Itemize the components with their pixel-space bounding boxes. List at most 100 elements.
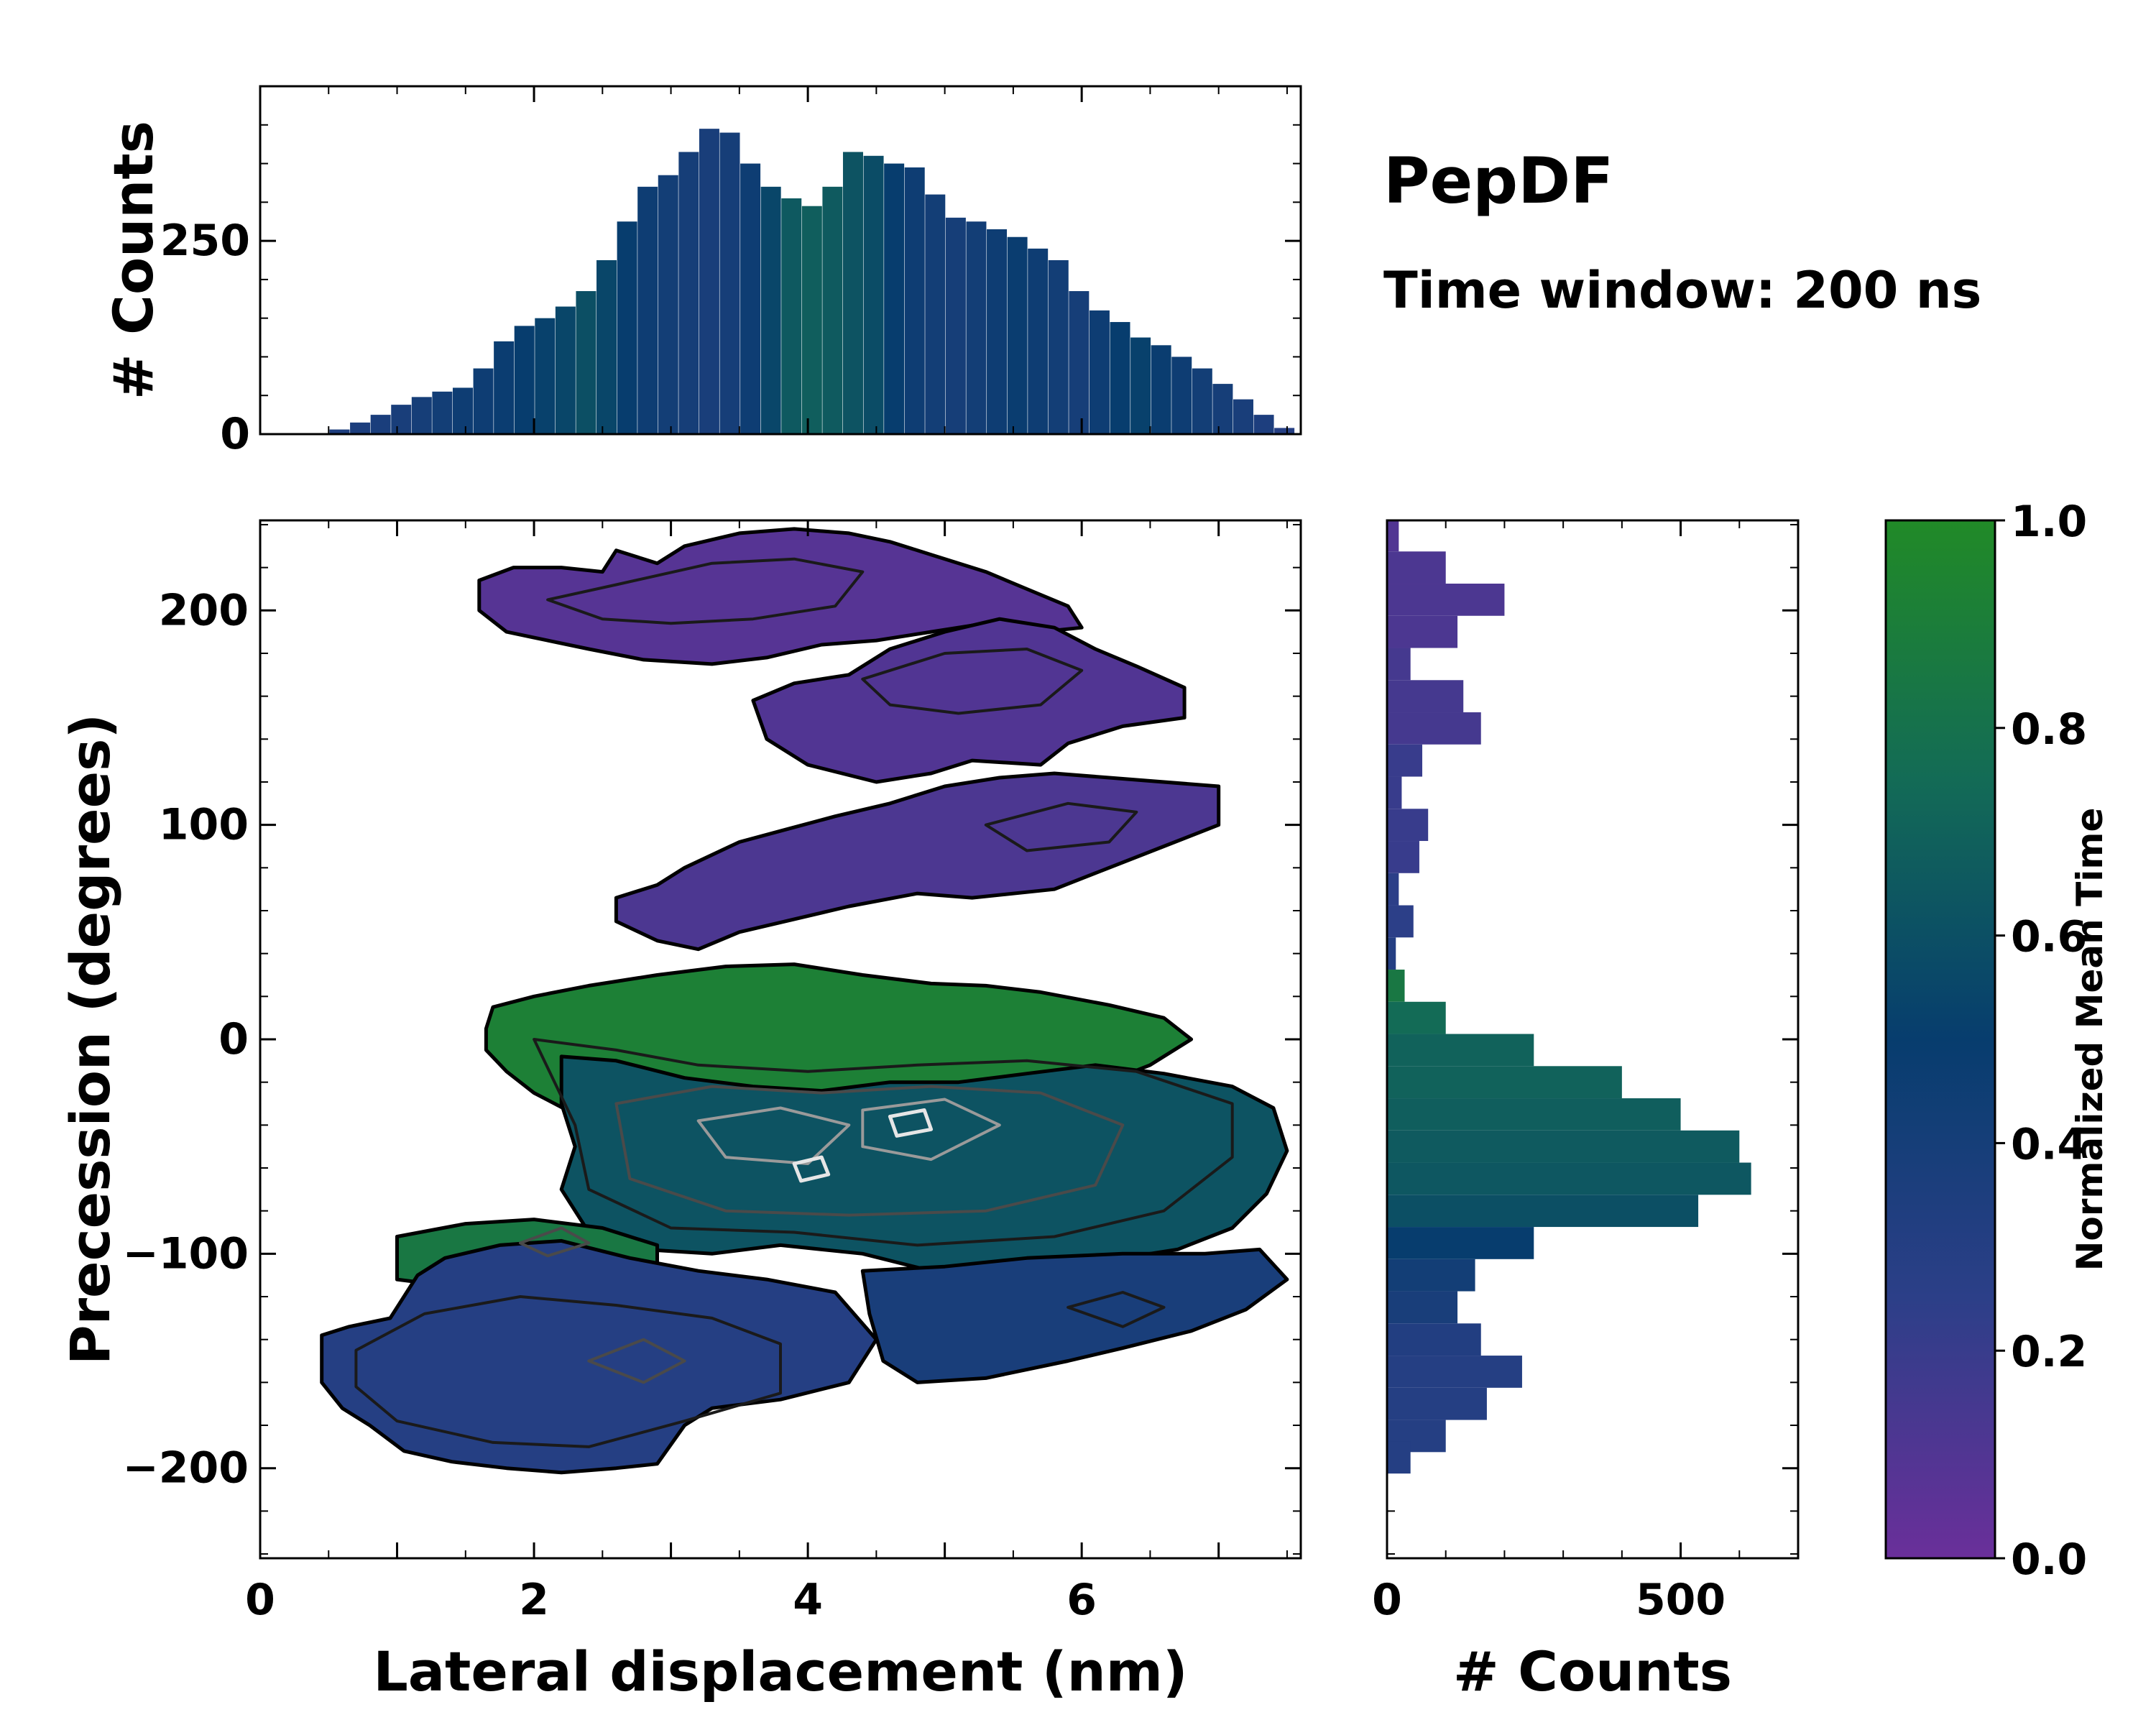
right-histogram: 0 500 # Counts (1372, 519, 1800, 1703)
right-hist-bar (1387, 1001, 1446, 1034)
right-hist-bar (1387, 1162, 1751, 1195)
main-ytick-label: 100 (159, 800, 249, 850)
top-hist-bar (884, 163, 905, 435)
top-hist-bar (740, 163, 761, 435)
top-hist-bar (987, 229, 1008, 434)
right-hist-bar (1387, 551, 1446, 584)
top-hist-bar (1274, 428, 1295, 434)
main-xtick-label: 6 (1067, 1575, 1097, 1625)
right-hist-bar (1387, 809, 1429, 842)
heatmap-regions (320, 527, 1289, 1475)
heatmap-contour-low (1067, 1291, 1166, 1328)
main-ytick-label: 200 (159, 585, 249, 635)
colorbar: 0.0 0.2 0.4 0.6 0.8 1.0 Normalized Mean Time (1884, 497, 2111, 1585)
top-hist-bar (842, 152, 863, 434)
top-hist-bar (1028, 248, 1049, 434)
right-histogram-ticks: 0 500 (1372, 520, 1799, 1625)
figure-subtitle: Time window: 200 ns (1383, 261, 1981, 320)
top-ytick-label: 0 (220, 409, 250, 459)
top-hist-bar (576, 291, 596, 434)
heatmap-contours (354, 557, 1234, 1448)
top-hist-bar (473, 368, 494, 434)
top-hist-bar (1130, 337, 1151, 434)
right-hist-bar (1387, 1130, 1740, 1163)
main-heatmap: 0 2 4 6 −200 −100 0 100 200 Lateral displacement… (58, 519, 1798, 1703)
right-hist-bar (1387, 1066, 1622, 1099)
top-hist-bar (801, 206, 822, 434)
colorbar-tick-label: 0.8 (2011, 704, 2087, 755)
colorbar-tick-label: 0.2 (2011, 1327, 2087, 1377)
top-hist-bar (925, 194, 946, 434)
colorbar-ticks: 0.0 0.2 0.4 0.6 0.8 1.0 (1995, 497, 2087, 1585)
top-hist-bar (822, 186, 843, 434)
top-hist-bar (370, 415, 391, 434)
top-hist-bar (1089, 310, 1110, 434)
right-hist-bar (1387, 1098, 1681, 1131)
top-hist-bar (1110, 322, 1130, 434)
top-hist-bar (1171, 356, 1192, 434)
heatmap-contour-low (354, 1295, 782, 1448)
heatmap-contour-high (696, 1106, 851, 1165)
colorbar-tick-label: 0.0 (2011, 1535, 2087, 1585)
top-hist-bar (1151, 345, 1171, 434)
top-hist-bar (658, 175, 678, 434)
heatmap-contour-mid (587, 1338, 686, 1384)
main-ytick-label: −200 (122, 1443, 249, 1494)
main-ytick-label: −100 (122, 1228, 249, 1279)
heatmap-region-mid-band (614, 771, 1221, 952)
heatmap-contour-mid (519, 1226, 591, 1258)
colorbar-tick-label: 0.4 (2011, 1119, 2087, 1169)
right-hist-bar (1387, 970, 1405, 1002)
top-hist-bar (1233, 399, 1253, 434)
top-hist-bar (719, 132, 740, 435)
figure-title: PepDF (1383, 144, 1613, 218)
right-hist-bar (1387, 519, 1399, 552)
top-hist-bar (1192, 368, 1212, 434)
heatmap-contour-high (861, 1098, 1001, 1162)
top-hist-bar (391, 405, 412, 434)
colorbar-label: Normalized Mean Time (2069, 808, 2111, 1271)
top-hist-bar (555, 306, 576, 434)
heatmap-region-central-teal (559, 1054, 1289, 1273)
right-hist-bar (1387, 1356, 1522, 1388)
top-histogram: 0 250 # Counts (101, 85, 1302, 459)
colorbar-tick-label: 1.0 (2011, 497, 2087, 547)
right-hist-bar (1387, 584, 1505, 616)
main-ytick-label: 0 (218, 1014, 249, 1064)
right-hist-bar (1387, 1195, 1699, 1228)
main-heatmap-xlabel: Lateral displacement (nm) (373, 1639, 1187, 1703)
top-histogram-frame (259, 85, 1302, 436)
colorbar-tick-label: 0.6 (2011, 912, 2087, 962)
right-hist-bar (1387, 1259, 1475, 1292)
right-hist-bar (1387, 776, 1402, 809)
right-hist-bar (1387, 712, 1481, 745)
top-hist-bar (432, 391, 453, 434)
top-hist-bar (1069, 291, 1089, 434)
top-hist-bar (699, 129, 719, 434)
right-xtick-label: 500 (1636, 1575, 1726, 1625)
right-histogram-bars (1387, 519, 1751, 1474)
top-histogram-ylabel: # Counts (101, 121, 165, 400)
heatmap-region-lower-right-lobe (860, 1247, 1289, 1384)
right-histogram-xlabel: # Counts (1453, 1639, 1732, 1703)
right-hist-bar (1387, 680, 1464, 713)
top-hist-bar (329, 429, 350, 434)
top-hist-bar (945, 217, 966, 434)
top-hist-bar (678, 152, 699, 434)
heatmap-contour-peak (888, 1108, 934, 1138)
right-hist-bar (1387, 873, 1399, 906)
heatmap-region-upper-right-lobe (751, 617, 1187, 784)
main-xtick-label: 0 (245, 1575, 275, 1625)
right-hist-bar (1387, 1227, 1534, 1259)
right-hist-bar (1387, 905, 1414, 938)
top-hist-bar (494, 341, 515, 434)
right-xtick-label: 0 (1372, 1575, 1402, 1625)
top-histogram-ticks: 0 250 (160, 86, 1301, 459)
top-hist-bar (1048, 260, 1069, 434)
right-hist-bar (1387, 1034, 1534, 1067)
right-hist-bar (1387, 744, 1423, 777)
top-hist-bar (1253, 415, 1274, 434)
heatmap-region-upper-left-lobe (477, 527, 1084, 666)
top-hist-bar (1212, 384, 1233, 434)
